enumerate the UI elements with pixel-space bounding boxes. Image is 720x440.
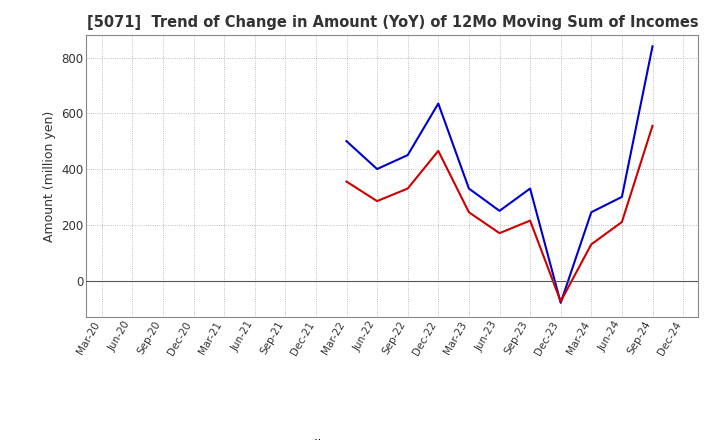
Ordinary Income xyxy=(403,152,412,158)
Net Income xyxy=(587,242,595,247)
Net Income xyxy=(557,299,565,304)
Net Income xyxy=(373,198,382,204)
Net Income xyxy=(434,148,443,154)
Y-axis label: Amount (million yen): Amount (million yen) xyxy=(42,110,56,242)
Ordinary Income xyxy=(464,186,473,191)
Ordinary Income xyxy=(526,186,534,191)
Ordinary Income xyxy=(648,44,657,49)
Ordinary Income xyxy=(342,139,351,144)
Net Income xyxy=(618,220,626,225)
Title: [5071]  Trend of Change in Amount (YoY) of 12Mo Moving Sum of Incomes: [5071] Trend of Change in Amount (YoY) o… xyxy=(86,15,698,30)
Line: Net Income: Net Income xyxy=(346,126,652,301)
Line: Ordinary Income: Ordinary Income xyxy=(346,46,652,303)
Net Income xyxy=(342,179,351,184)
Ordinary Income xyxy=(557,300,565,305)
Ordinary Income xyxy=(373,166,382,172)
Ordinary Income xyxy=(587,209,595,215)
Net Income xyxy=(403,186,412,191)
Net Income xyxy=(464,209,473,215)
Net Income xyxy=(526,218,534,223)
Net Income xyxy=(648,123,657,128)
Ordinary Income xyxy=(434,101,443,106)
Net Income xyxy=(495,231,504,236)
Ordinary Income xyxy=(495,208,504,213)
Legend: Ordinary Income, Net Income: Ordinary Income, Net Income xyxy=(248,434,536,440)
Ordinary Income xyxy=(618,194,626,200)
